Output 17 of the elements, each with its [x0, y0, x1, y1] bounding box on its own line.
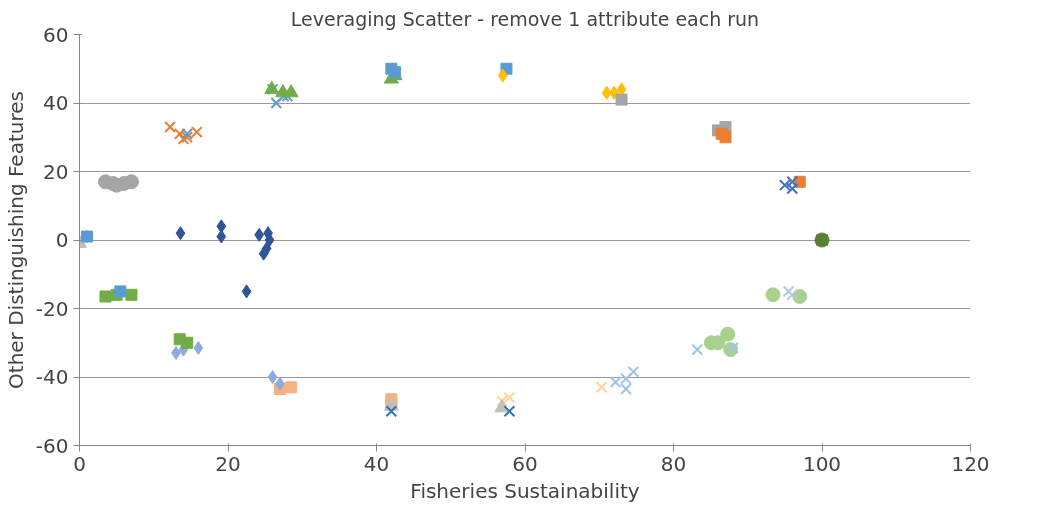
chart-title: Leveraging Scatter - remove 1 attribute each run — [290, 7, 760, 30]
x-tick-label: 20 — [215, 451, 241, 476]
x-tick-label: 80 — [660, 451, 687, 476]
y-axis-title: Other Distinguishing Features — [3, 91, 28, 389]
x-tick-label: 100 — [802, 451, 842, 476]
y-tick-label: 20 — [43, 159, 69, 184]
x-tick-label: 120 — [951, 451, 990, 476]
x-tick-label: 0 — [73, 451, 86, 476]
x-axis-title: Fisheries Sustainability — [410, 478, 640, 503]
y-tick-label: 60 — [43, 22, 69, 47]
y-tick-label: -60 — [35, 433, 69, 458]
y-tick-label: -20 — [35, 296, 69, 321]
x-tick-label: 60 — [512, 451, 538, 476]
x-tick-label: 40 — [363, 451, 390, 476]
y-tick-label: 40 — [43, 91, 69, 115]
y-tick-label: -40 — [35, 365, 69, 389]
y-tick-label: 0 — [55, 228, 69, 252]
